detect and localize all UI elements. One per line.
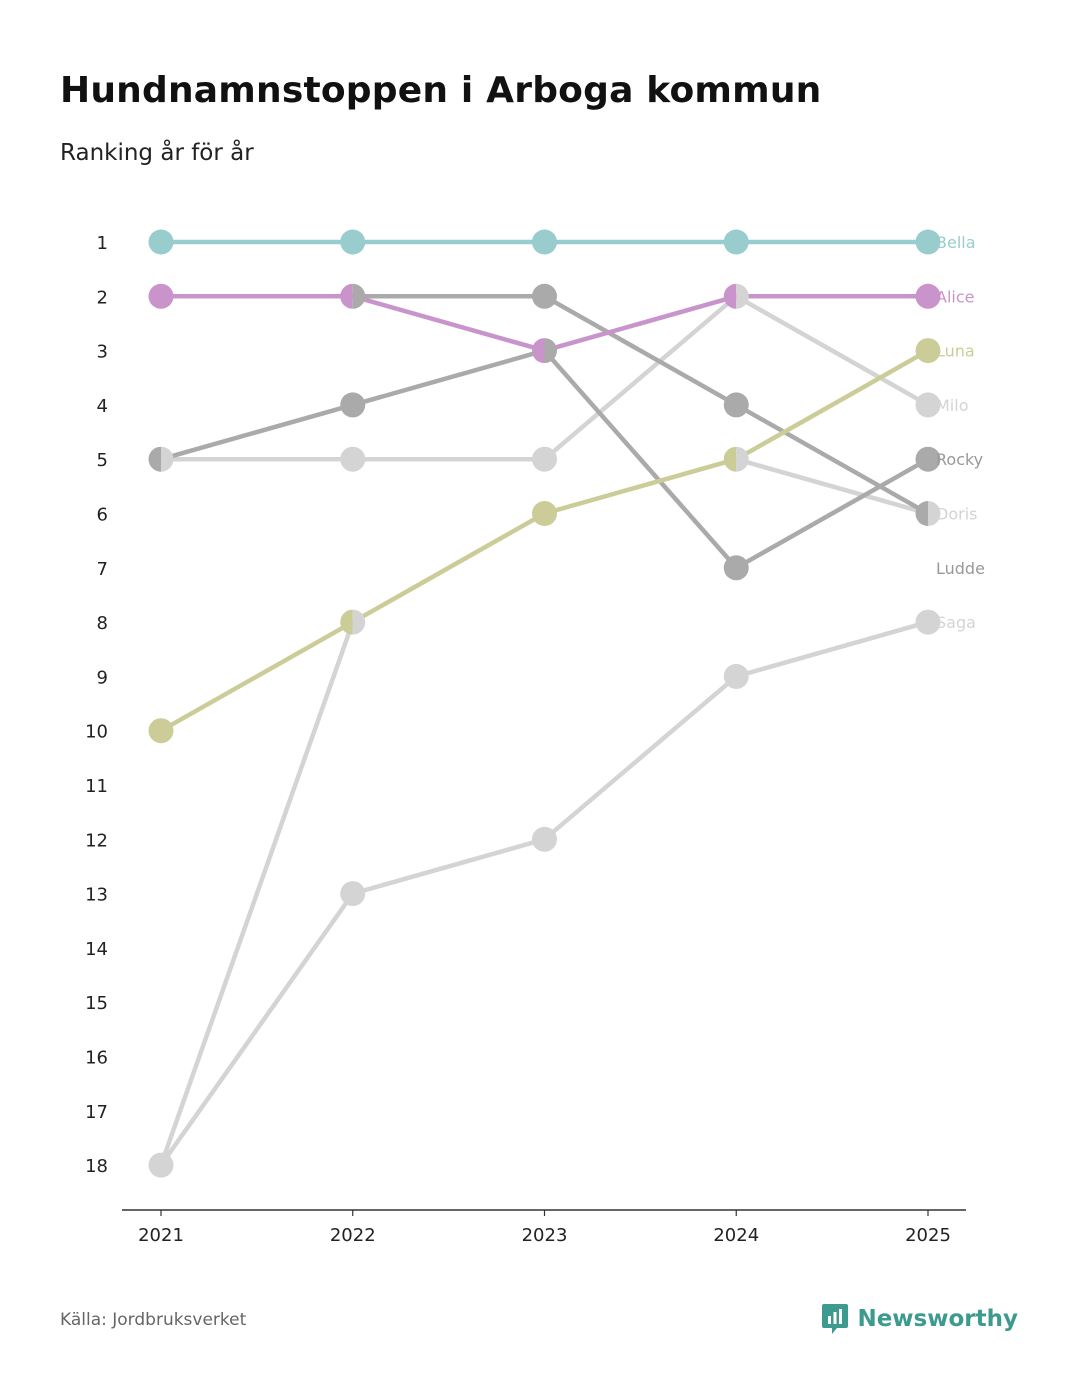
series-dot-2025-rank-6-right-half [928,501,941,526]
x-axis-ticks: 2021 2022 2023 2024 2025 [138,1210,951,1246]
source-note: Källa: Jordbruksverket [60,1310,247,1330]
y-tick-label: 10 [85,722,108,743]
series-dot-2024-rank-5-right-half [736,446,749,472]
y-tick-label: 5 [97,450,108,471]
series-dot-2024-rank-2 [723,283,749,309]
y-tick-label: 9 [97,667,108,688]
x-tick-label: 2025 [905,1225,951,1246]
series-dot-2024-rank-9 [723,663,749,689]
y-tick-label: 8 [97,613,108,634]
series-dot-2023-rank-5 [532,446,557,472]
series-lines [158,239,931,1168]
series-dot-2021-rank-18 [148,1152,174,1178]
series-dot-2024-rank-7 [723,555,749,581]
y-tick-label: 15 [85,993,108,1014]
series-dot-2024-rank-4 [723,392,749,418]
series-dot-2021-rank-10 [148,718,174,744]
series-dot-2024-rank-5 [723,446,749,472]
series-dot-2021-rank-5 [148,446,174,472]
series-dot-2023-rank-3-right-half [544,338,557,364]
x-tick-label: 2022 [330,1225,376,1246]
series-dot-2023-rank-6 [532,501,557,526]
series-dot-2022-rank-2-left-half [340,283,353,309]
series-dot-2022-rank-8 [340,609,366,635]
y-tick-label: 3 [97,342,108,363]
series-dot-2025-rank-2 [915,283,941,309]
y-tick-label: 13 [85,885,108,906]
end-label-ludde: Ludde [936,559,985,578]
y-tick-label: 11 [85,776,108,797]
end-label-doris: Doris [936,505,977,524]
series-dot-2022-rank-5 [340,446,366,472]
series-dot-2022-rank-8-left-half [340,609,353,635]
series-dot-2024-rank-2-right-half [736,283,749,309]
end-label-milo: Milo [936,396,968,415]
y-tick-label: 6 [97,505,108,526]
x-tick-label: 2021 [138,1225,184,1246]
y-tick-label: 7 [97,559,108,580]
series-dot-2025-rank-8 [915,609,941,635]
series-dot-2024-rank-2-left-half [723,283,737,309]
brand-name: Newsworthy [857,1306,1018,1332]
y-tick-label: 4 [97,396,108,417]
y-tick-label: 1 [97,233,108,254]
series-dot-2025-rank-3 [915,338,941,364]
newsworthy-logo-icon [822,1304,849,1334]
series-dot-2025-rank-5 [915,446,941,472]
series-line-luna [158,348,931,733]
series-dot-2022-rank-1 [340,229,366,255]
series-dot-2025-rank-6-left-half [915,501,928,526]
series-dot-2021-rank-2 [148,283,174,309]
end-label-saga: Saga [936,613,976,632]
series-dot-2023-rank-2 [532,283,557,309]
end-label-alice: Alice [936,287,974,306]
series-dot-2025-rank-1 [915,229,941,255]
y-tick-label: 14 [85,939,108,960]
series-line-doris [350,294,931,516]
series-dot-2023-rank-3 [532,338,557,364]
series-dot-2025-rank-6 [915,501,941,526]
series-dot-2021-rank-5-left-half [148,446,161,472]
end-label-luna: Luna [936,342,975,361]
series-dot-2021-rank-1 [148,229,174,255]
brand-logo: Newsworthy [821,1303,1018,1335]
chart-subtitle: Ranking år för år [60,140,254,166]
end-labels: Bella Alice Luna Milo Rocky Doris Ludde Saga [936,233,985,632]
chart-title: Hundnamnstoppen i Arboga kommun [60,70,822,111]
series-dot-2022-rank-13 [340,881,366,907]
series-dot-2021-rank-5-right-half [161,446,174,472]
series-line-saga [158,619,931,1168]
series-dot-2023-rank-1 [532,229,557,255]
series-dot-2022-rank-2-right-half [352,283,366,309]
series-line-milo [158,294,931,462]
x-tick-label: 2024 [713,1225,759,1246]
end-label-bella: Bella [936,233,976,252]
y-tick-label: 2 [97,287,108,308]
x-tick-label: 2023 [522,1225,568,1246]
series-dot-2022-rank-8-right-half [352,609,366,635]
series-dot-2023-rank-3-left-half [532,338,545,364]
y-tick-label: 16 [85,1048,108,1069]
series-dot-2025-rank-4 [915,392,941,418]
y-tick-label: 17 [85,1102,108,1123]
series-dot-2024-rank-5-left-half [723,446,737,472]
series-line-doris [734,456,931,516]
y-tick-label: 12 [85,830,108,851]
y-tick-label: 18 [85,1156,108,1177]
series-dot-2022-rank-2 [340,283,366,309]
series-dot-2022-rank-4 [340,392,366,418]
series-dots [148,229,941,1178]
end-label-rocky: Rocky [936,450,983,469]
series-dot-2024-rank-1 [723,229,749,255]
series-dot-2023-rank-12 [532,826,557,852]
series-line-ludde [158,619,356,1168]
